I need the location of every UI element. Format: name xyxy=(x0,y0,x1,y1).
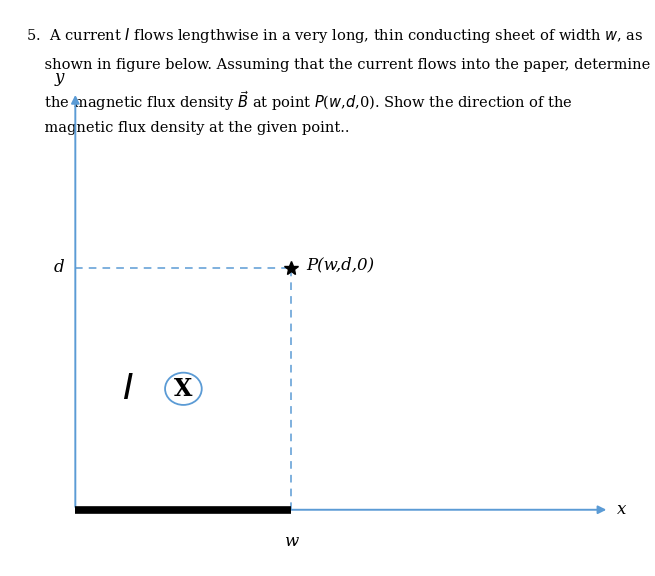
Text: y: y xyxy=(54,69,64,86)
Text: 5.  A current $\mathit{I}$ flows lengthwise in a very long, thin conducting shee: 5. A current $\mathit{I}$ flows lengthwi… xyxy=(26,26,644,45)
Text: d: d xyxy=(54,259,64,276)
Text: P(w,d,0): P(w,d,0) xyxy=(306,256,374,274)
Text: X: X xyxy=(174,377,193,401)
Text: the magnetic flux density $\vec{B}$ at point $\mathit{P}$($\mathit{w}$,$\mathit{: the magnetic flux density $\vec{B}$ at p… xyxy=(26,89,573,113)
Text: $\mathit{I}$: $\mathit{I}$ xyxy=(122,372,134,406)
Text: x: x xyxy=(617,501,626,518)
Text: shown in figure below. Assuming that the current flows into the paper, determine: shown in figure below. Assuming that the… xyxy=(26,58,650,71)
Text: w: w xyxy=(284,533,299,550)
Text: magnetic flux density at the given point..: magnetic flux density at the given point… xyxy=(26,121,350,135)
